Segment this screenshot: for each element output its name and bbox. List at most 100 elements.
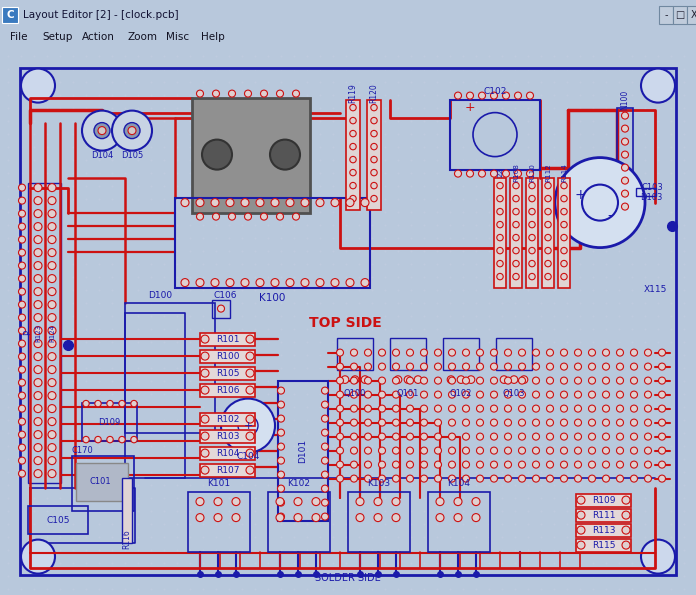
Circle shape [505, 405, 512, 412]
Circle shape [561, 183, 567, 189]
Text: R109: R109 [592, 496, 615, 505]
Circle shape [658, 363, 665, 370]
Circle shape [271, 278, 279, 287]
Circle shape [560, 461, 567, 468]
Circle shape [644, 363, 651, 370]
Circle shape [106, 400, 113, 407]
Text: D100: D100 [148, 291, 172, 300]
Circle shape [379, 419, 386, 426]
Circle shape [34, 378, 42, 387]
Circle shape [48, 340, 56, 347]
Text: C102: C102 [483, 87, 507, 96]
Bar [278, 381, 328, 521]
Circle shape [545, 273, 551, 280]
Circle shape [48, 327, 56, 334]
Circle shape [658, 447, 665, 454]
Text: Layout Editor [2] - [clock.pcb]: Layout Editor [2] - [clock.pcb] [23, 10, 179, 20]
Circle shape [574, 475, 581, 482]
Circle shape [500, 376, 508, 383]
Circle shape [473, 112, 517, 156]
Circle shape [19, 210, 26, 217]
Text: Setup: Setup [42, 33, 72, 42]
Circle shape [622, 526, 630, 534]
Circle shape [532, 377, 539, 384]
Circle shape [34, 184, 42, 192]
Circle shape [545, 248, 551, 254]
Circle shape [560, 433, 567, 440]
Circle shape [561, 234, 567, 241]
Circle shape [379, 363, 386, 370]
Circle shape [34, 209, 42, 218]
Circle shape [48, 431, 56, 439]
Circle shape [119, 436, 125, 443]
Circle shape [546, 391, 553, 398]
Circle shape [631, 447, 638, 454]
Circle shape [276, 90, 283, 97]
Bar [659, 6, 673, 24]
Circle shape [48, 209, 56, 218]
Circle shape [463, 419, 470, 426]
Bar [494, 177, 506, 287]
Text: Action: Action [82, 33, 115, 42]
Circle shape [529, 208, 535, 215]
Circle shape [244, 213, 251, 220]
Circle shape [201, 449, 209, 457]
Circle shape [34, 469, 42, 478]
Circle shape [48, 353, 56, 361]
Circle shape [603, 447, 610, 454]
Circle shape [641, 540, 675, 574]
Circle shape [394, 376, 402, 383]
Circle shape [448, 433, 455, 440]
Circle shape [286, 199, 294, 206]
Circle shape [644, 447, 651, 454]
Circle shape [350, 183, 356, 189]
Circle shape [532, 391, 539, 398]
Bar [428, 491, 490, 552]
Circle shape [322, 471, 329, 478]
Circle shape [371, 117, 377, 124]
Circle shape [336, 419, 344, 426]
Circle shape [477, 391, 484, 398]
Circle shape [19, 392, 26, 399]
Circle shape [603, 349, 610, 356]
Circle shape [406, 349, 413, 356]
Circle shape [436, 497, 444, 506]
Circle shape [434, 405, 441, 412]
Circle shape [294, 513, 302, 522]
Text: D101: D101 [299, 439, 308, 463]
Circle shape [350, 117, 356, 124]
Circle shape [131, 436, 137, 443]
Circle shape [19, 223, 26, 230]
Circle shape [211, 199, 219, 206]
Text: R112: R112 [545, 163, 551, 182]
Circle shape [34, 431, 42, 439]
Circle shape [505, 419, 512, 426]
Circle shape [622, 511, 630, 519]
Circle shape [617, 475, 624, 482]
Circle shape [365, 447, 372, 454]
Circle shape [514, 92, 521, 99]
Circle shape [574, 405, 581, 412]
Circle shape [392, 497, 400, 506]
Circle shape [406, 405, 413, 412]
Circle shape [463, 391, 470, 398]
Circle shape [560, 447, 567, 454]
Circle shape [19, 366, 26, 373]
Bar [542, 177, 554, 287]
Circle shape [561, 208, 567, 215]
Circle shape [95, 400, 101, 407]
Circle shape [48, 418, 56, 425]
Bar [188, 491, 250, 552]
Circle shape [246, 466, 254, 474]
Circle shape [301, 199, 309, 206]
Circle shape [196, 199, 204, 206]
Text: C105: C105 [46, 516, 70, 525]
Circle shape [631, 419, 638, 426]
Circle shape [379, 349, 386, 356]
Circle shape [529, 248, 535, 254]
Bar [200, 350, 255, 362]
Circle shape [278, 457, 285, 464]
Circle shape [463, 461, 470, 468]
Circle shape [532, 419, 539, 426]
Circle shape [520, 376, 528, 383]
